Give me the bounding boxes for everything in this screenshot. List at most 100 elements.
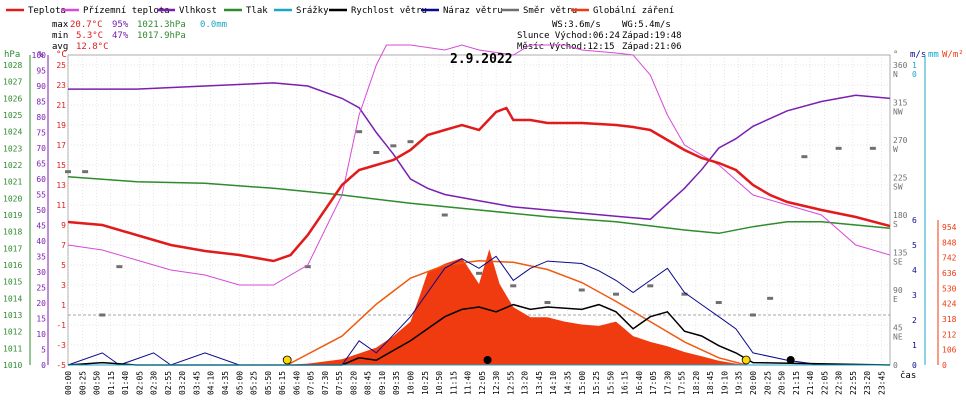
x-tick-label: 22:55: [849, 371, 858, 395]
unit-ms: m/s: [910, 50, 926, 60]
legend-label: Vlhkost: [179, 6, 217, 16]
legend-label: Tlak: [246, 6, 268, 16]
ground-temp-line: [67, 44, 891, 286]
x-tick-label: 03:45: [192, 371, 201, 395]
hpa-tick-label: 1020: [3, 194, 22, 203]
stats-max-label: max: [52, 20, 69, 30]
x-tick-label: 08:20: [349, 371, 358, 395]
x-tick-label: 02:05: [135, 371, 144, 395]
wind-speed-line: [67, 303, 891, 366]
legend-label: Teplota: [28, 6, 66, 16]
unit-c: °C: [56, 50, 67, 60]
legend-label: Směr větru: [523, 6, 577, 16]
unit-deg: °: [893, 50, 898, 60]
stats-avg-temp: 12.8°C: [76, 42, 109, 52]
stats-max-press: 1021.3hPa: [137, 20, 186, 30]
pct-tick-label: 70: [36, 144, 46, 153]
wm-tick-label: 318: [942, 315, 957, 324]
wind-dir-mark: [578, 288, 585, 292]
x-tick-label: 12:05: [478, 371, 487, 395]
wind-dir-mark: [750, 313, 756, 317]
series: [65, 44, 891, 366]
dir-tick-label: 45: [893, 324, 903, 333]
dir-tick-label: 135: [893, 249, 908, 258]
x-tick-label: 23:20: [863, 371, 872, 395]
wind-dir-mark: [407, 140, 414, 144]
wm-tick-label: 530: [942, 284, 957, 293]
dir-tick-label: 315: [893, 99, 908, 108]
pct-tick-label: 100: [32, 51, 47, 60]
x-tick-label: 00:25: [78, 371, 87, 395]
wind-dir-mark: [356, 130, 363, 134]
pct-tick-label: 30: [36, 268, 46, 277]
x-tick-label: 15:00: [578, 371, 587, 395]
stats-min-hum: 47%: [112, 31, 129, 41]
hpa-tick-label: 1026: [3, 94, 22, 103]
x-tick-label: 03:20: [178, 371, 187, 395]
wm-tick-label: 212: [942, 330, 957, 339]
info-wind-gust: WG:5.4m/s: [622, 20, 671, 30]
hpa-tick-label: 1010: [3, 361, 22, 370]
temp-tick-label: 1: [61, 301, 66, 310]
pressure-line: [67, 175, 891, 235]
legend: Teplota Přízemní teplota Vlhkost Tlak Srážky…: [6, 6, 674, 16]
dir-tick-label: 90: [893, 286, 903, 295]
unit-time: čas: [900, 370, 916, 381]
x-tick-label: 17:05: [649, 371, 658, 395]
x-tick-label: 05:00: [235, 371, 244, 395]
moonrise-marker: [483, 356, 492, 364]
temp-tick-label: 17: [56, 141, 66, 150]
legend-label: Srážky: [296, 6, 329, 16]
stats-max-temp: 20.7°C: [70, 20, 103, 30]
pct-tick-label: 45: [36, 222, 46, 231]
wind-gust-line: [67, 255, 890, 366]
dir-compass-label: NE: [893, 333, 903, 342]
x-tick-label: 04:35: [221, 371, 230, 395]
x-tick-label: 16:40: [635, 371, 644, 395]
temp-tick-label: -5: [56, 361, 66, 370]
stats-avg-label: avg: [52, 42, 68, 52]
wm-tick-label: 742: [942, 254, 957, 263]
ms-tick-label: 0: [912, 70, 917, 79]
hpa-tick-label: 1025: [3, 111, 22, 120]
ms-tick-label: 6: [912, 216, 917, 225]
hpa-tick-label: 1019: [3, 211, 22, 220]
x-tick-label: 20:25: [763, 371, 772, 395]
sunrise-marker: [282, 355, 292, 365]
info-moonset: Západ:21:06: [622, 42, 682, 52]
wind-dir-mark: [544, 301, 551, 304]
pct-tick-label: 75: [36, 129, 46, 138]
x-tick-label: 11:40: [464, 371, 473, 395]
pct-tick-label: 50: [36, 206, 46, 215]
stats-min-label: min: [52, 31, 68, 41]
pct-tick-label: 65: [36, 160, 46, 169]
x-tick-label: 22:05: [820, 371, 829, 395]
legend-label: Přízemní teplota: [83, 6, 170, 16]
dir-tick-label: 225: [893, 174, 908, 183]
temp-tick-label: 9: [61, 221, 66, 230]
pct-tick-label: 90: [36, 82, 46, 91]
hpa-tick-label: 1023: [3, 144, 22, 153]
solar-area: [283, 249, 747, 365]
pct-tick-label: 15: [36, 315, 46, 324]
x-tick-label: 05:50: [264, 371, 273, 395]
wm-tick-label: 636: [942, 269, 957, 278]
wind-dir-mark: [373, 151, 380, 154]
wind-dir-mark: [767, 296, 774, 300]
pct-tick-label: 0: [41, 361, 46, 370]
x-tick-label: 09:10: [378, 371, 387, 395]
hpa-tick-label: 1021: [3, 178, 22, 187]
pct-tick-label: 35: [36, 253, 46, 262]
wind-dir-mark: [441, 213, 448, 217]
dir-compass-label: S: [893, 220, 898, 229]
x-tick-label: 13:45: [535, 371, 544, 395]
dir-compass-label: SE: [893, 258, 903, 267]
x-tick-label: 22:30: [835, 371, 844, 395]
x-tick-label: 06:40: [292, 371, 301, 395]
unit-wm: W/m²: [942, 50, 964, 60]
x-tick-label: 11:15: [449, 371, 458, 395]
wm-tick-label: 848: [942, 238, 957, 247]
humidity-line: [68, 82, 891, 221]
ms-tick-label: 4: [912, 266, 917, 275]
dir-compass-label: E: [893, 295, 898, 304]
